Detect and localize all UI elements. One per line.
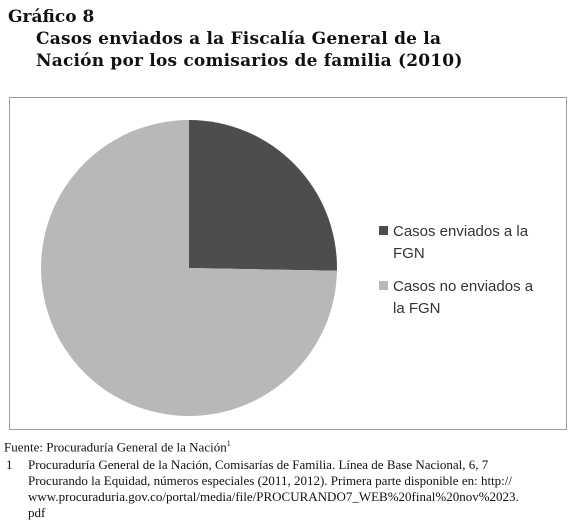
footnote-number: 1 [6, 457, 13, 473]
source-line: Fuente: Procuraduría General de la Nació… [4, 436, 576, 455]
legend-label-not-sent-line-1: Casos no enviados a [393, 278, 534, 295]
footnote: 1 Procuraduría General de la Nación, Com… [4, 457, 576, 521]
pie-slices [40, 120, 337, 417]
legend-label-not-sent-line-2: la FGN [393, 300, 441, 317]
source-text: Fuente: Procuraduría General de la Nació… [4, 439, 227, 455]
figure-heading: Gráfico 8 Casos enviados a la Fiscalía G… [8, 6, 568, 72]
figure-title-line-2: Nación por los comisarios de familia (20… [36, 51, 463, 71]
pie-chart: Casos enviados a la FGN Casos no enviado… [40, 120, 534, 417]
footnote-line-1: Procuraduría General de la Nación, Comis… [28, 457, 489, 473]
figure-label: Gráfico 8 [8, 7, 95, 27]
legend: Casos enviados a la FGN Casos no enviado… [379, 223, 534, 317]
legend-label-sent-line-1: Casos enviados a la [393, 223, 529, 240]
figure-title-line-1: Casos enviados a la Fiscalía General de … [36, 29, 442, 49]
figure-footer: Fuente: Procuraduría General de la Nació… [4, 436, 576, 521]
footnote-line-2: Procurando la Equidad, números especiale… [28, 473, 513, 489]
chart-frame: Casos enviados a la FGN Casos no enviado… [9, 97, 567, 430]
legend-label-sent-line-2: FGN [393, 245, 425, 262]
footnote-line-3: www.procuraduria.gov.co/portal/media/fil… [28, 489, 519, 505]
pie-slice-sent [189, 120, 337, 271]
legend-swatch-not-sent [379, 281, 388, 290]
footnote-text: Procuraduría General de la Nación, Comis… [28, 457, 576, 521]
legend-swatch-sent [379, 226, 388, 235]
pie-slice-not-sent [40, 120, 337, 417]
footnote-line-4: pdf [28, 505, 46, 521]
source-footnote-ref: 1 [226, 439, 231, 448]
